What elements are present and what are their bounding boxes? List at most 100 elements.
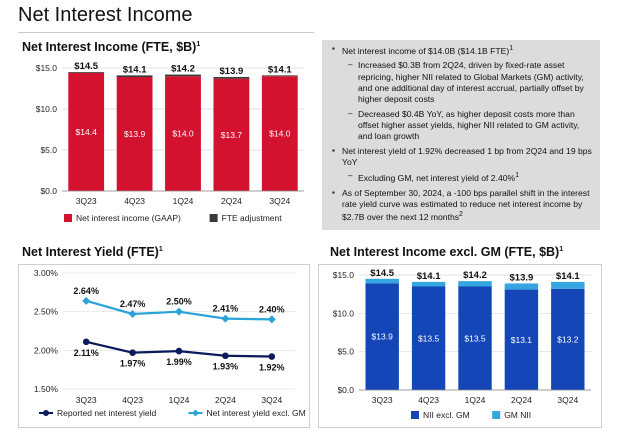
bar-nii-excl-gm xyxy=(551,288,585,390)
bar-fte-adjustment xyxy=(165,74,201,77)
y-tick-label: $0.0 xyxy=(337,385,354,395)
yield-chart-title-footnote: 1 xyxy=(158,245,163,253)
data-label: 2.41% xyxy=(213,304,239,314)
legend-swatch xyxy=(492,411,501,419)
x-tick-label: 1Q24 xyxy=(465,395,486,405)
bullet-yield-sub-text: Excluding GM, net interest yield of 2.40… xyxy=(358,173,516,184)
bar-net-interest-income-gaap- xyxy=(68,72,105,191)
x-tick-label: 4Q23 xyxy=(418,395,439,405)
legend-swatch xyxy=(411,411,419,419)
bullet-yield: Net interest yield of 1.92% decreased 1 … xyxy=(332,146,592,185)
x-tick-label: 2Q24 xyxy=(215,395,236,405)
highlights-list: Net interest income of $14.0B ($14.1B FT… xyxy=(330,44,592,223)
data-label: 2.64% xyxy=(73,286,99,296)
legend-swatch xyxy=(64,214,72,222)
bar-nii-excl-gm xyxy=(458,286,492,390)
legend-label: Net interest income (GAAP) xyxy=(76,213,181,223)
legend-label: NII excl. GM xyxy=(423,410,470,420)
y-tick-label: $10.0 xyxy=(36,104,58,114)
x-tick-label: 4Q23 xyxy=(124,196,145,206)
yield-chart-title-text: Net Interest Yield (FTE) xyxy=(22,245,159,259)
legend-label: Reported net interest yield xyxy=(57,408,156,418)
highlights-box: Net interest income of $14.0B ($14.1B FT… xyxy=(322,40,600,230)
data-label: 1.93% xyxy=(213,362,239,372)
nii-excl-gm-chart-panel: $0.0 $5.0 $10.0 $15.0 $13.9 $14.5 3Q23 $13.5 $14… xyxy=(318,264,602,428)
bar-total-label: $13.9 xyxy=(510,272,534,283)
y-tick-label: 1.50% xyxy=(34,384,59,394)
bullet-nii-sub-qoq: Increased $0.3B from 2Q24, driven by fix… xyxy=(348,60,592,105)
data-point xyxy=(267,315,276,324)
data-point xyxy=(175,347,183,355)
bar-fte-adjustment xyxy=(68,72,105,73)
x-tick-label: 3Q23 xyxy=(372,395,393,405)
bar-net-interest-income-gaap- xyxy=(261,76,298,191)
nii-chart-title-text: Net Interest Income (FTE, $B) xyxy=(22,40,197,54)
bar-net-interest-income-gaap- xyxy=(165,76,201,191)
y-tick-label: $15.0 xyxy=(36,63,58,73)
x-tick-label: 3Q24 xyxy=(269,196,290,206)
data-point xyxy=(82,338,90,346)
data-point xyxy=(129,349,136,356)
bar-gm-nii xyxy=(504,283,539,290)
bullet-yield-subs: Excluding GM, net interest yield of 2.40… xyxy=(342,171,592,184)
yield-chart-panel: 1.50% 2.00% 2.50% 3.00% 3Q23 4Q23 1Q24 2Q24 3Q24… xyxy=(18,264,310,428)
bar-value-label: $13.1 xyxy=(511,335,533,345)
bar-net-interest-income-gaap- xyxy=(116,77,153,191)
bullet-nii: Net interest income of $14.0B ($14.1B FT… xyxy=(332,44,592,143)
y-tick-label: 2.50% xyxy=(34,307,59,317)
bar-total-label: $14.2 xyxy=(463,270,487,281)
nii-chart-title: Net Interest Income (FTE, $B)1 xyxy=(22,40,200,54)
yield-chart-title: Net Interest Yield (FTE)1 xyxy=(22,245,163,259)
bar-gm-nii xyxy=(458,281,492,287)
bar-value-label: $13.5 xyxy=(418,333,440,343)
data-point xyxy=(128,309,137,318)
nii-excl-gm-chart-title-footnote: 1 xyxy=(559,245,564,253)
legend-marker xyxy=(192,409,199,417)
data-label: 1.92% xyxy=(259,363,285,373)
bar-nii-excl-gm xyxy=(365,283,399,390)
bullet-rate-text: As of September 30, 2024, a -100 bps par… xyxy=(342,187,590,223)
data-label: 2.11% xyxy=(74,348,99,358)
y-tick-label: 2.00% xyxy=(34,345,59,355)
y-tick-label: 3.00% xyxy=(34,268,59,278)
bar-value-label: $13.9 xyxy=(372,332,394,342)
legend-marker xyxy=(43,410,49,416)
data-label: 2.50% xyxy=(166,297,192,307)
legend-swatch xyxy=(209,214,218,222)
x-tick-label: 3Q24 xyxy=(557,395,578,405)
page-title: Net Interest Income xyxy=(18,4,193,26)
bar-total-label: $14.1 xyxy=(417,271,441,282)
bar-fte-adjustment xyxy=(261,75,298,77)
data-point xyxy=(222,352,229,360)
bullet-nii-text: Net interest income of $14.0B ($14.1B FT… xyxy=(342,45,510,56)
data-point xyxy=(268,353,276,360)
data-label: 1.99% xyxy=(166,357,192,367)
bar-total-label: $14.1 xyxy=(556,271,580,282)
bar-total-label: $14.5 xyxy=(74,61,98,72)
data-point xyxy=(221,314,230,323)
legend-label: GM NII xyxy=(504,410,531,420)
x-tick-label: 1Q24 xyxy=(173,196,194,206)
bar-value-label: $14.0 xyxy=(269,129,291,139)
bar-gm-nii xyxy=(551,281,585,289)
y-tick-label: $10.0 xyxy=(333,308,355,318)
bullet-nii-sub-yoy: Decreased $0.4B YoY, as higher deposit c… xyxy=(348,109,592,143)
bar-fte-adjustment xyxy=(116,75,153,78)
y-tick-label: $15.0 xyxy=(333,270,355,280)
bar-value-label: $14.4 xyxy=(76,127,98,137)
bar-value-label: $13.2 xyxy=(557,334,579,344)
bar-value-label: $13.7 xyxy=(221,130,243,140)
data-label: 1.97% xyxy=(120,359,146,369)
bar-total-label: $14.5 xyxy=(370,268,394,279)
x-tick-label: 4Q23 xyxy=(122,395,143,405)
data-label: 2.47% xyxy=(120,299,146,309)
bar-total-label: $13.9 xyxy=(220,66,244,77)
bullet-yield-sub-footnote: 1 xyxy=(515,172,520,180)
bullet-nii-subs: Increased $0.3B from 2Q24, driven by fix… xyxy=(342,60,592,142)
bar-value-label: $14.0 xyxy=(172,129,194,139)
x-tick-label: 3Q24 xyxy=(261,395,282,405)
bar-fte-adjustment xyxy=(213,77,250,79)
nii-excl-gm-bar-chart: $0.0 $5.0 $10.0 $15.0 $13.9 $14.5 3Q23 $13.5 $14… xyxy=(333,268,591,420)
y-tick-label: $0.0 xyxy=(40,186,57,196)
nii-bar-chart: $0.0 $5.0 $10.0 $15.0 $14.4 $14.5 3Q23 $13.9 $14… xyxy=(36,61,304,223)
